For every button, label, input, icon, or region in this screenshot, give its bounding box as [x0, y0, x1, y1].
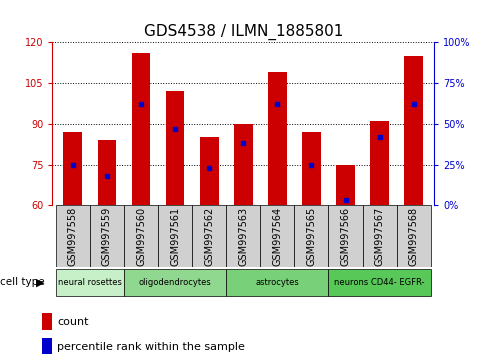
Text: GSM997559: GSM997559: [102, 207, 112, 267]
Title: GDS4538 / ILMN_1885801: GDS4538 / ILMN_1885801: [144, 23, 343, 40]
Text: GSM997564: GSM997564: [272, 207, 282, 266]
Bar: [63, 132, 82, 205]
Bar: [166, 91, 185, 205]
Text: GSM997558: GSM997558: [68, 207, 78, 267]
Bar: [328, 269, 431, 296]
Text: cell type: cell type: [0, 277, 45, 287]
Bar: [226, 205, 260, 267]
Bar: [260, 205, 294, 267]
Bar: [268, 72, 287, 205]
Bar: [158, 205, 192, 267]
Bar: [200, 137, 219, 205]
Text: GSM997561: GSM997561: [170, 207, 180, 266]
Bar: [226, 269, 328, 296]
Bar: [234, 124, 252, 205]
Text: GSM997568: GSM997568: [409, 207, 419, 266]
Text: astrocytes: astrocytes: [255, 278, 299, 287]
Text: neural rosettes: neural rosettes: [58, 278, 122, 287]
Bar: [363, 205, 397, 267]
Bar: [302, 132, 321, 205]
Text: ▶: ▶: [36, 277, 44, 287]
Bar: [124, 269, 226, 296]
Bar: [90, 205, 124, 267]
Bar: [370, 121, 389, 205]
Text: GSM997563: GSM997563: [238, 207, 249, 266]
Text: oligodendrocytes: oligodendrocytes: [139, 278, 212, 287]
Bar: [98, 140, 116, 205]
Text: GSM997560: GSM997560: [136, 207, 146, 266]
Bar: [294, 205, 328, 267]
Bar: [192, 205, 226, 267]
Bar: [336, 165, 355, 205]
Text: GSM997567: GSM997567: [375, 207, 385, 267]
Bar: [328, 205, 363, 267]
Bar: [397, 205, 431, 267]
Bar: [56, 269, 124, 296]
Text: GSM997565: GSM997565: [306, 207, 316, 267]
Text: GSM997566: GSM997566: [340, 207, 350, 266]
Text: neurons CD44- EGFR-: neurons CD44- EGFR-: [334, 278, 425, 287]
Text: count: count: [57, 317, 89, 327]
Bar: [42, 313, 52, 330]
Bar: [42, 338, 52, 354]
Bar: [124, 205, 158, 267]
Bar: [404, 56, 423, 205]
Text: GSM997562: GSM997562: [204, 207, 214, 267]
Bar: [56, 205, 90, 267]
Bar: [132, 53, 150, 205]
Text: percentile rank within the sample: percentile rank within the sample: [57, 342, 245, 352]
